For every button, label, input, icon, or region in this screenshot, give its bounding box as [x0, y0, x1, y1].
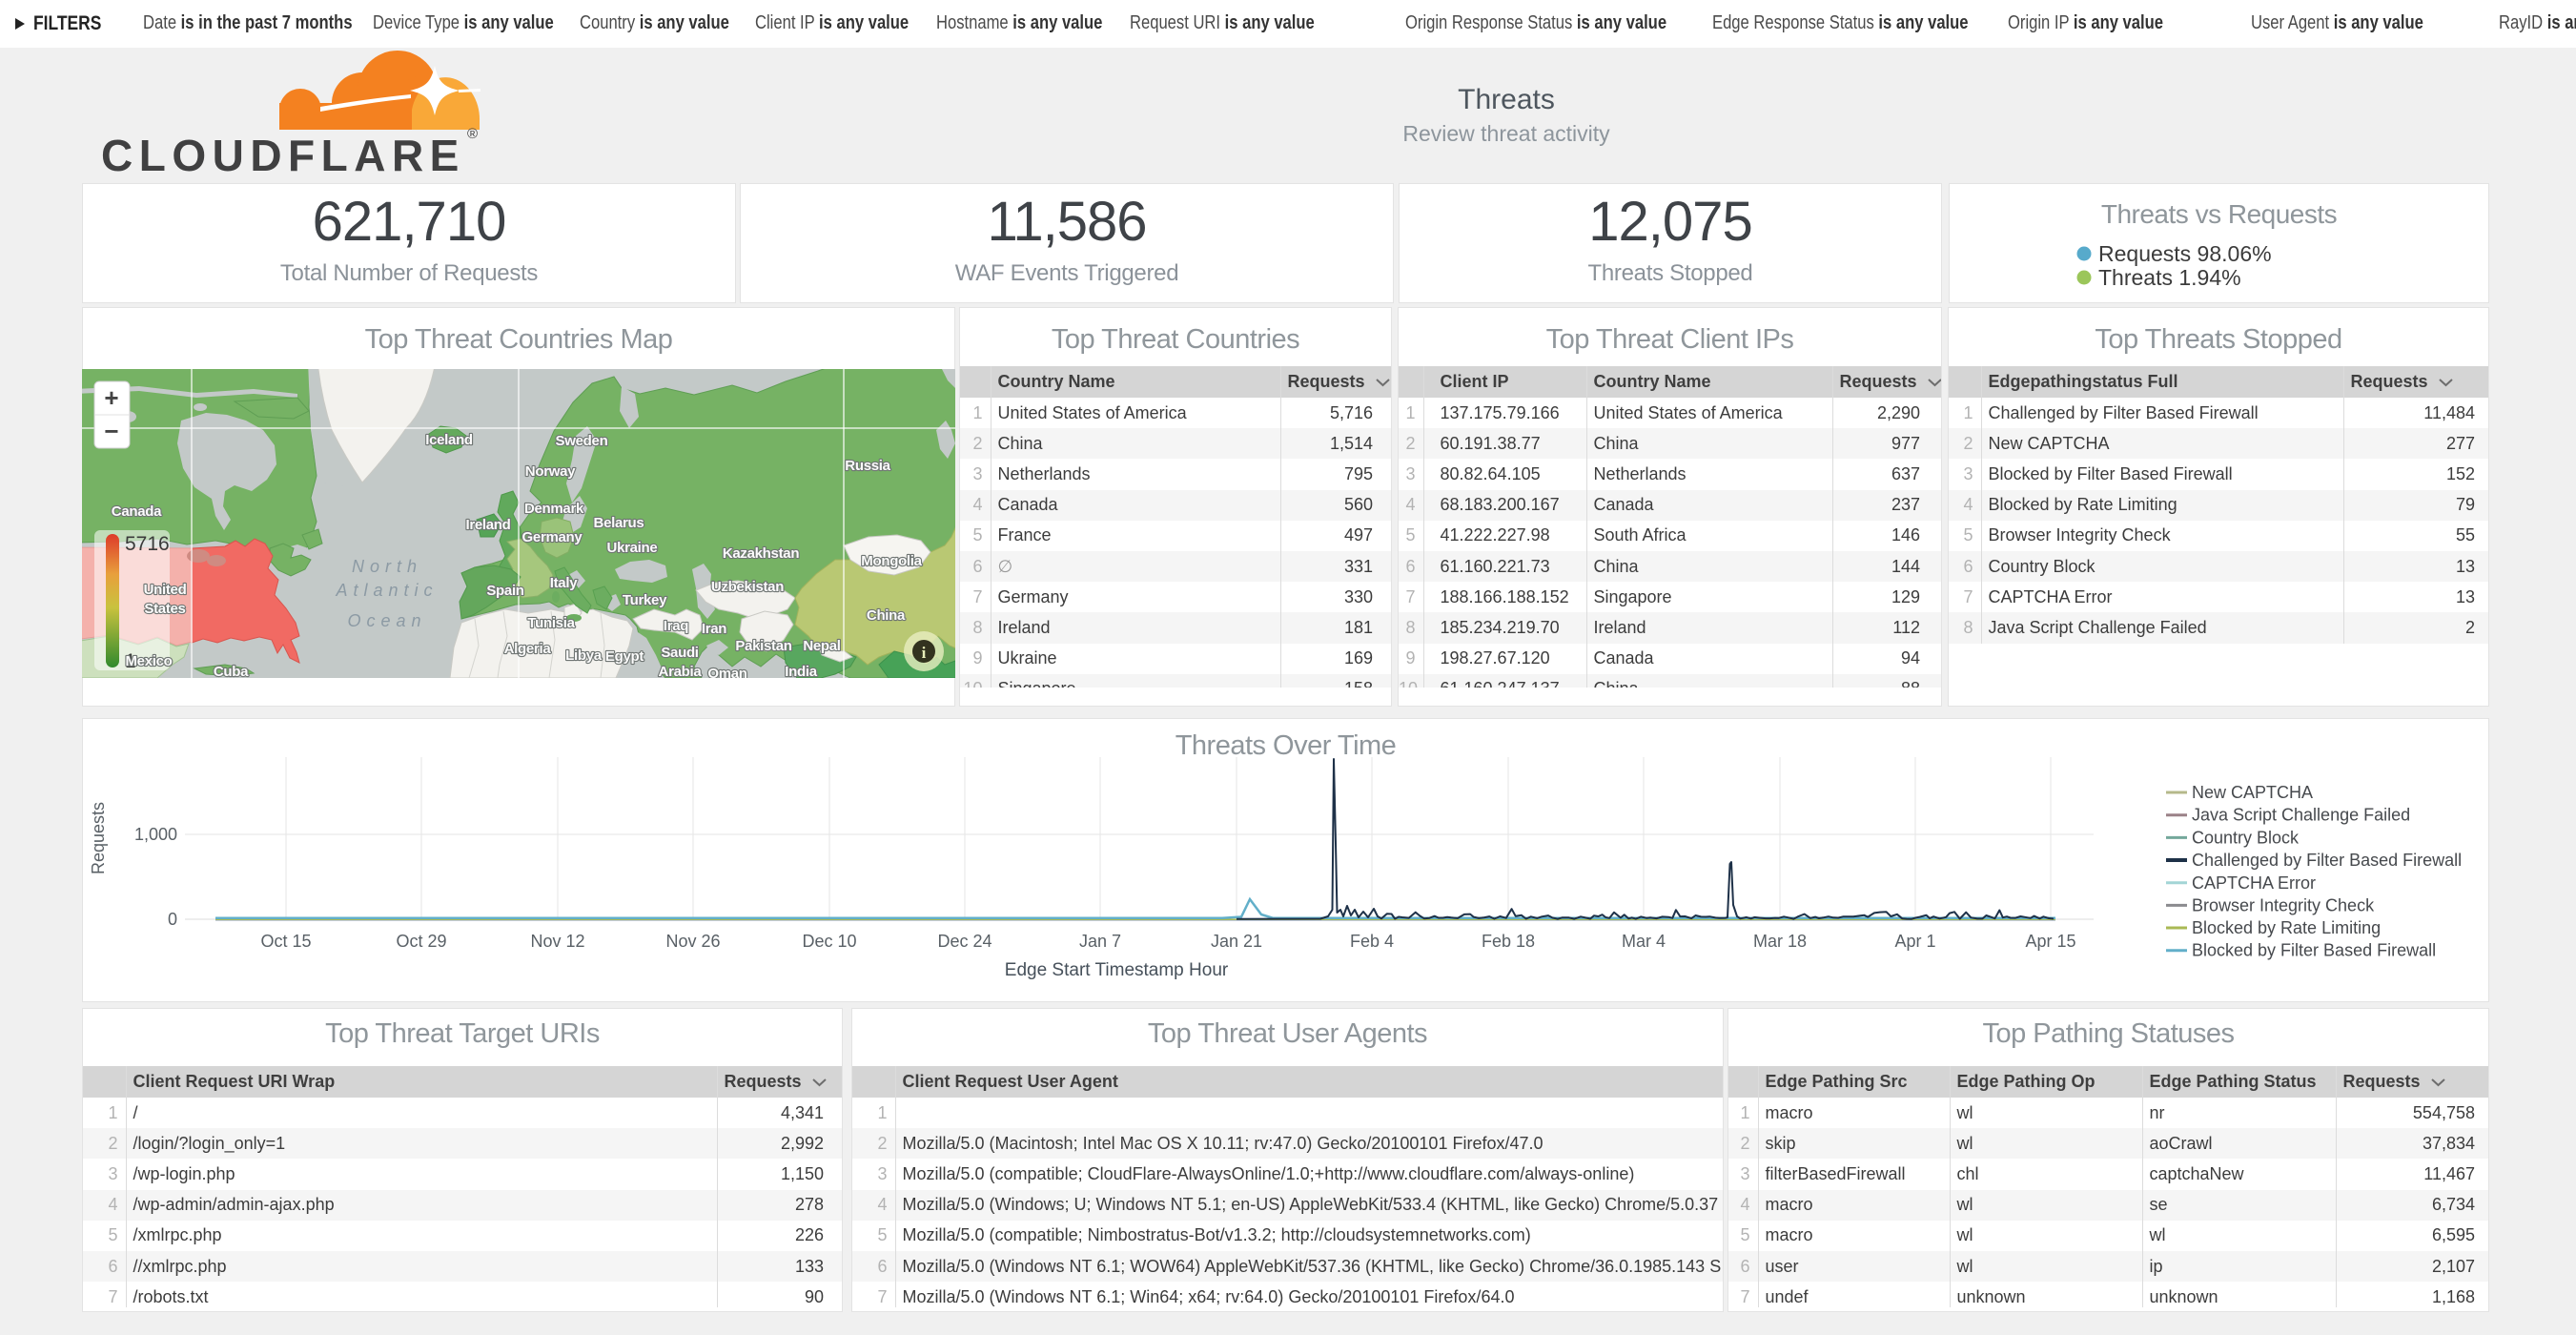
svg-text:Iran: Iran — [702, 621, 726, 637]
svg-text:i: i — [922, 644, 927, 662]
svg-text:Ocean: Ocean — [347, 611, 426, 630]
svg-text:Iceland: Iceland — [425, 432, 473, 448]
svg-text:Oct 15: Oct 15 — [260, 932, 311, 951]
svg-text:Feb 4: Feb 4 — [1350, 932, 1394, 951]
svg-text:Nov 12: Nov 12 — [530, 932, 584, 951]
svg-text:Mar 18: Mar 18 — [1753, 932, 1807, 951]
svg-text:Algeria: Algeria — [504, 641, 552, 657]
svg-text:Nov 26: Nov 26 — [665, 932, 720, 951]
svg-text:Norway: Norway — [525, 463, 576, 480]
svg-text:Dec 24: Dec 24 — [937, 932, 992, 951]
svg-text:India: India — [785, 664, 817, 678]
svg-text:Oct 29: Oct 29 — [396, 932, 446, 951]
svg-text:Blocked by Rate Limiting: Blocked by Rate Limiting — [2192, 918, 2381, 937]
svg-text:Mar 4: Mar 4 — [1622, 932, 1666, 951]
svg-text:Tunisia: Tunisia — [527, 615, 575, 631]
svg-text:Kazakhstan: Kazakhstan — [723, 545, 800, 562]
svg-text:Country Block: Country Block — [2192, 828, 2300, 847]
svg-text:Libya: Libya — [565, 647, 603, 664]
svg-text:New CAPTCHA: New CAPTCHA — [2192, 783, 2313, 802]
svg-text:States: States — [144, 601, 185, 617]
svg-text:Turkey: Turkey — [623, 592, 667, 608]
svg-text:Uzbekistan: Uzbekistan — [711, 579, 784, 595]
svg-text:1,000: 1,000 — [134, 825, 177, 844]
svg-text:Challenged by Filter Based Fir: Challenged by Filter Based Firewall — [2192, 851, 2462, 870]
svg-text:Jan 7: Jan 7 — [1079, 932, 1121, 951]
svg-text:Pakistan: Pakistan — [735, 638, 791, 654]
svg-text:Sweden: Sweden — [556, 433, 608, 449]
svg-text:Belarus: Belarus — [594, 515, 644, 531]
svg-text:Italy: Italy — [550, 575, 578, 591]
svg-text:China: China — [867, 607, 906, 624]
svg-text:Apr 15: Apr 15 — [2025, 932, 2075, 951]
svg-text:Oman: Oman — [707, 666, 746, 678]
svg-text:Germany: Germany — [522, 529, 583, 545]
svg-text:Saudi: Saudi — [661, 645, 698, 661]
svg-text:Russia: Russia — [845, 458, 890, 474]
svg-text:Feb 18: Feb 18 — [1482, 932, 1535, 951]
svg-text:Denmark: Denmark — [524, 501, 584, 517]
svg-text:Java Script Challenge Failed: Java Script Challenge Failed — [2192, 806, 2410, 825]
svg-text:1: 1 — [125, 650, 136, 672]
svg-text:Apr 1: Apr 1 — [1894, 932, 1935, 951]
svg-text:+: + — [104, 383, 118, 412]
svg-text:Spain: Spain — [486, 583, 523, 599]
svg-text:Browser Integrity Check: Browser Integrity Check — [2192, 895, 2375, 914]
svg-text:Cuba: Cuba — [214, 664, 249, 678]
svg-text:Requests: Requests — [89, 802, 108, 874]
svg-text:Arabia: Arabia — [659, 664, 703, 678]
svg-text:Atlantic: Atlantic — [335, 581, 438, 600]
svg-text:Mongolia: Mongolia — [861, 553, 922, 569]
svg-text:Dec 10: Dec 10 — [802, 932, 856, 951]
svg-text:0: 0 — [168, 910, 177, 929]
svg-text:Ireland: Ireland — [465, 517, 510, 533]
svg-text:Edge Start Timestamp Hour: Edge Start Timestamp Hour — [1005, 960, 1229, 980]
svg-text:5716: 5716 — [125, 533, 170, 555]
svg-text:Blocked by Filter Based Firewa: Blocked by Filter Based Firewall — [2192, 941, 2436, 960]
svg-text:Threats 1.94%: Threats 1.94% — [2098, 265, 2241, 290]
svg-text:−: − — [104, 417, 118, 445]
svg-text:Iraq: Iraq — [664, 618, 688, 634]
svg-text:CLOUDFLARE: CLOUDFLARE — [101, 131, 465, 180]
svg-text:®: ® — [467, 126, 478, 142]
svg-text:North: North — [352, 557, 422, 576]
svg-text:Canada: Canada — [112, 503, 162, 520]
svg-text:Requests 98.06%: Requests 98.06% — [2098, 243, 2272, 266]
svg-text:Ukraine: Ukraine — [607, 540, 658, 556]
svg-text:CAPTCHA Error: CAPTCHA Error — [2192, 873, 2316, 893]
svg-text:Mexico: Mexico — [125, 653, 172, 669]
svg-text:Jan 21: Jan 21 — [1211, 932, 1262, 951]
svg-text:Nepal: Nepal — [803, 638, 840, 654]
svg-text:United: United — [144, 582, 187, 598]
svg-text:Egypt: Egypt — [605, 648, 644, 665]
